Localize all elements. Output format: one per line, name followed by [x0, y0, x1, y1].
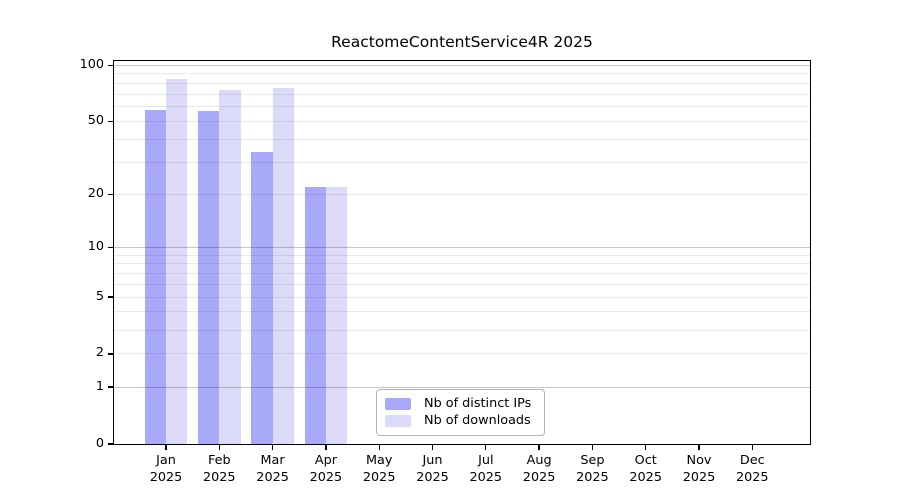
x-tick-label: May 2025: [362, 453, 396, 486]
y-gridline-minor: [114, 272, 810, 274]
x-tick-mark: [378, 445, 380, 450]
x-tick-mark: [591, 445, 594, 450]
y-gridline-minor: [114, 329, 810, 331]
x-tick-mark: [165, 445, 167, 450]
x-tick-label: Oct 2025: [629, 453, 662, 486]
x-tick-label: Jun 2025: [416, 453, 449, 486]
bar-distinct-ips-jan: [144, 109, 166, 444]
legend-swatch-distinct-ips-icon: [385, 398, 411, 411]
y-gridline-minor: [114, 138, 810, 140]
x-tick-mark: [485, 445, 487, 450]
chart-title: ReactomeContentService4R 2025: [331, 33, 593, 51]
y-tick-mark: [108, 443, 113, 445]
plot-inner: [114, 61, 810, 444]
x-tick-mark: [325, 445, 327, 450]
x-tick-mark: [751, 445, 753, 450]
y-gridline-minor: [114, 311, 810, 313]
x-tick-label: Feb 2025: [203, 453, 236, 486]
y-tick-label: 50: [87, 112, 104, 128]
y-gridline-minor: [114, 263, 810, 265]
y-tick-mark: [108, 64, 113, 67]
bar-distinct-ips-apr: [304, 186, 326, 444]
y-tick-mark: [108, 386, 113, 388]
x-tick-label: Apr 2025: [309, 453, 343, 486]
bar-distinct-ips-feb: [198, 110, 220, 444]
legend-item-distinct-ips: Nb of distinct IPs: [385, 395, 544, 411]
legend: Nb of distinct IPs Nb of downloads: [376, 389, 545, 436]
x-tick-label: Jan 2025: [149, 453, 183, 486]
x-tick-label: Nov 2025: [682, 453, 716, 486]
y-gridline-minor: [114, 193, 810, 195]
x-tick-label: Jul 2025: [469, 453, 503, 486]
x-tick-label: Sep 2025: [576, 453, 609, 486]
x-tick-mark: [645, 445, 647, 450]
legend-item-downloads: Nb of downloads: [385, 412, 544, 428]
bar-downloads-jan: [166, 78, 188, 444]
y-gridline-minor: [114, 296, 810, 298]
y-gridline-minor: [114, 120, 810, 122]
y-tick-mark: [108, 246, 113, 248]
x-tick-mark: [218, 445, 220, 450]
y-gridline-minor: [114, 283, 810, 285]
plot-area: 100 50 20 10 5 2 1 0 Jan 2025 Feb 2025 Mar 2025 Apr 202…: [80, 58, 811, 485]
y-gridline-minor: [114, 161, 810, 163]
y-tick-label: 2: [95, 345, 104, 361]
y-gridline-major: [114, 64, 810, 66]
y-gridline-minor: [114, 353, 810, 355]
y-tick-label: 100: [79, 56, 104, 72]
y-gridline-minor: [114, 254, 810, 256]
legend-label-distinct-ips: Nb of distinct IPs: [424, 395, 532, 411]
bar-downloads-feb: [219, 89, 241, 444]
y-tick-mark: [108, 193, 113, 195]
legend-swatch-downloads-icon: [385, 414, 411, 427]
y-tick-label: 5: [95, 288, 104, 304]
bar-distinct-ips-mar: [251, 152, 273, 444]
y-tick-label: 20: [87, 185, 104, 201]
legend-label-downloads: Nb of downloads: [424, 412, 531, 428]
x-tick-mark: [431, 445, 434, 450]
y-tick-mark: [108, 120, 113, 123]
y-tick-label: 0: [95, 435, 104, 451]
bar-downloads-mar: [272, 87, 294, 444]
bar-downloads-apr: [325, 186, 348, 444]
y-gridline-minor: [114, 83, 810, 85]
y-gridline-minor: [114, 73, 810, 75]
x-tick-mark: [698, 445, 700, 450]
y-gridline-minor: [114, 106, 810, 108]
x-tick-mark: [538, 445, 540, 450]
y-gridline-minor: [114, 93, 810, 95]
x-tick-label: Mar 2025: [256, 453, 289, 486]
y-tick-mark: [108, 353, 113, 355]
x-tick-label: Dec 2025: [736, 453, 769, 486]
y-gridline-major: [114, 246, 810, 248]
x-tick-label: Aug 2025: [522, 453, 556, 486]
y-tick-label: 10: [87, 238, 104, 254]
y-tick-mark: [108, 296, 113, 298]
y-gridline-major: [114, 386, 810, 388]
x-tick-mark: [271, 445, 274, 450]
y-tick-label: 1: [95, 378, 104, 394]
